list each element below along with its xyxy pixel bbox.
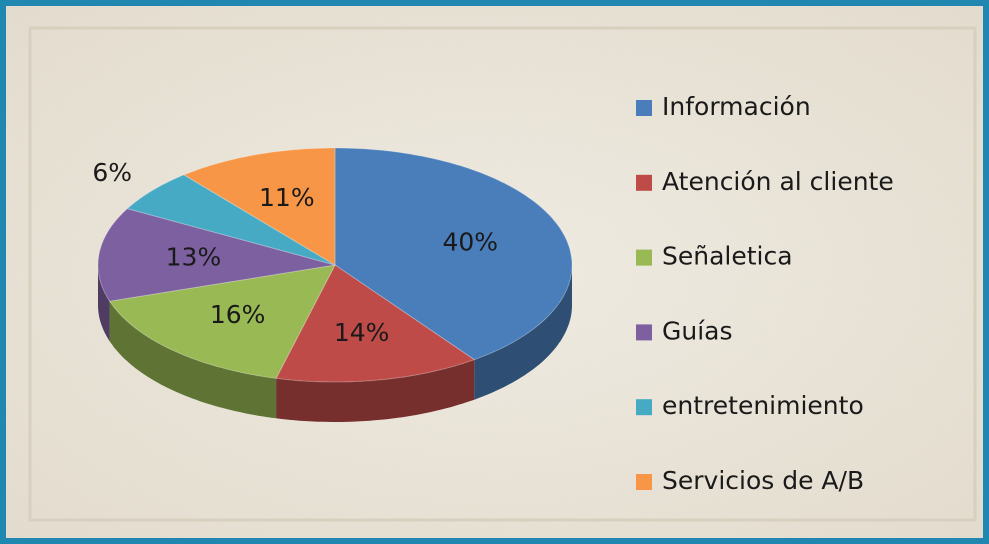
pie-slice-side	[98, 265, 110, 342]
data-label: 16%	[210, 300, 266, 329]
pie-slice	[182, 147, 336, 266]
legend-swatch	[636, 324, 652, 341]
legend-label: Servicios de A/B	[662, 466, 864, 495]
legend-label: Información	[662, 92, 811, 121]
legend-label: Guías	[662, 316, 733, 345]
data-label: 11%	[259, 183, 315, 212]
pie-slice	[334, 147, 573, 361]
pie-slice-side	[276, 359, 475, 422]
inner-frame	[28, 26, 977, 522]
pie-slice	[126, 174, 336, 266]
legend-swatch	[636, 249, 652, 266]
pie-sides	[98, 265, 572, 422]
legend: Información Atención al cliente Señaletica…	[636, 92, 894, 495]
legend-swatch	[636, 100, 652, 116]
legend-label: Atención al cliente	[662, 167, 894, 196]
pie-tops	[97, 147, 573, 383]
legend-label: Señaletica	[662, 242, 793, 271]
pie-slice	[108, 264, 336, 379]
data-label: 40%	[442, 227, 498, 256]
pie-slice	[97, 208, 336, 302]
pie-slice-side	[474, 265, 572, 400]
pie-slice	[275, 264, 476, 383]
legend-swatch	[636, 474, 652, 490]
pie-slice-side	[109, 301, 277, 419]
legend-swatch	[636, 174, 652, 191]
data-label: 14%	[334, 318, 390, 347]
data-label: 13%	[166, 242, 222, 271]
data-labels: 40% 14% 16% 13% 6% 11%	[92, 158, 498, 347]
data-label: 6%	[92, 158, 132, 187]
legend-swatch	[636, 399, 652, 416]
legend-label: entretenimiento	[662, 391, 864, 420]
